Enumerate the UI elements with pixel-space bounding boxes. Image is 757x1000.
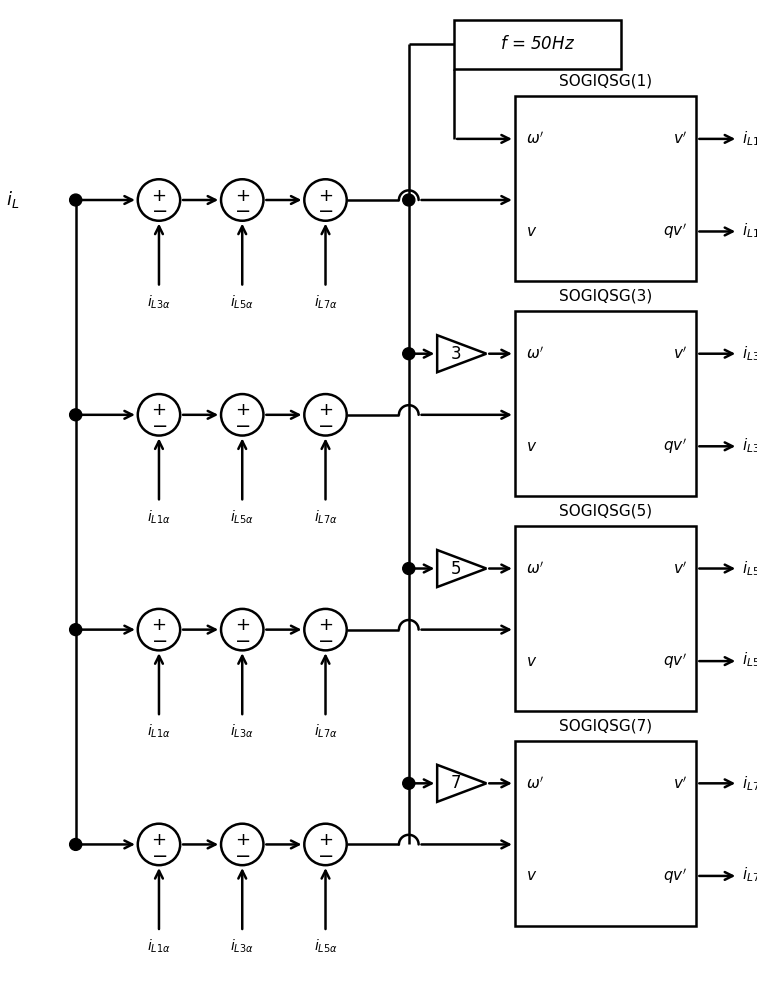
Text: $i_{L7\alpha}$: $i_{L7\alpha}$ <box>313 508 338 526</box>
Text: $i_{L1\alpha}$: $i_{L1\alpha}$ <box>147 938 171 955</box>
Text: $i_{L1\alpha}$: $i_{L1\alpha}$ <box>147 723 171 740</box>
Text: $i_{L5\alpha}$: $i_{L5\alpha}$ <box>313 938 338 955</box>
Text: $\omega'$: $\omega'$ <box>526 775 544 792</box>
Text: $-$: $-$ <box>234 200 251 219</box>
Text: +: + <box>151 831 167 849</box>
Text: $v$: $v$ <box>526 224 537 239</box>
Text: $-$: $-$ <box>317 200 334 219</box>
Text: $-$: $-$ <box>317 845 334 864</box>
Text: $v'$: $v'$ <box>673 131 687 147</box>
Circle shape <box>403 777 415 789</box>
Circle shape <box>70 839 82 850</box>
Bar <box>515 311 696 496</box>
Text: $i_{L1\beta}$: $i_{L1\beta}$ <box>742 221 757 242</box>
Circle shape <box>403 194 415 206</box>
Text: $i_{L3\alpha}$: $i_{L3\alpha}$ <box>230 938 254 955</box>
Text: +: + <box>318 831 333 849</box>
Text: $\omega'$: $\omega'$ <box>526 131 544 147</box>
Text: $-$: $-$ <box>151 630 167 649</box>
Text: $i_{L1\alpha}$: $i_{L1\alpha}$ <box>742 130 757 148</box>
Text: $i_{L3\beta}$: $i_{L3\beta}$ <box>742 436 757 457</box>
Text: $v$: $v$ <box>526 868 537 883</box>
Text: $qv'$: $qv'$ <box>663 651 687 671</box>
Text: $i_{L7\alpha}$: $i_{L7\alpha}$ <box>313 723 338 740</box>
Text: +: + <box>235 831 250 849</box>
Bar <box>515 526 696 711</box>
Text: +: + <box>235 401 250 419</box>
Text: $\omega'$: $\omega'$ <box>526 560 544 577</box>
Text: $-$: $-$ <box>151 200 167 219</box>
Text: +: + <box>318 401 333 419</box>
Text: $v$: $v$ <box>526 439 537 454</box>
Text: $-$: $-$ <box>151 415 167 434</box>
Bar <box>515 96 696 281</box>
Text: $i_{L5\alpha}$: $i_{L5\alpha}$ <box>230 293 254 311</box>
Text: $v$: $v$ <box>526 654 537 669</box>
Circle shape <box>70 409 82 421</box>
Text: $qv'$: $qv'$ <box>663 436 687 456</box>
Text: $-$: $-$ <box>234 630 251 649</box>
Text: $i_{L3\alpha}$: $i_{L3\alpha}$ <box>230 723 254 740</box>
Circle shape <box>403 563 415 574</box>
Text: +: + <box>318 187 333 205</box>
Text: $i_{L7\alpha}$: $i_{L7\alpha}$ <box>742 774 757 793</box>
Text: $\omega'$: $\omega'$ <box>526 345 544 362</box>
Text: $i_{L5\alpha}$: $i_{L5\alpha}$ <box>742 559 757 578</box>
Circle shape <box>70 624 82 636</box>
Text: $i_{L5\alpha}$: $i_{L5\alpha}$ <box>230 508 254 526</box>
Text: SOGIQSG(3): SOGIQSG(3) <box>559 289 653 304</box>
Text: $i_L$: $i_L$ <box>5 189 19 210</box>
Bar <box>454 20 621 69</box>
Text: $v'$: $v'$ <box>673 345 687 362</box>
Text: $-$: $-$ <box>234 415 251 434</box>
Text: $f$ = 50Hz: $f$ = 50Hz <box>500 35 575 53</box>
Text: $qv'$: $qv'$ <box>663 222 687 241</box>
Text: $i_{L5\beta}$: $i_{L5\beta}$ <box>742 651 757 671</box>
Text: +: + <box>235 187 250 205</box>
Text: +: + <box>318 616 333 634</box>
Text: +: + <box>151 401 167 419</box>
Text: 7: 7 <box>450 774 461 792</box>
Bar <box>515 741 696 926</box>
Text: $i_{L1\alpha}$: $i_{L1\alpha}$ <box>147 508 171 526</box>
Text: $-$: $-$ <box>317 415 334 434</box>
Text: $i_{L7\beta}$: $i_{L7\beta}$ <box>742 866 757 886</box>
Text: +: + <box>151 616 167 634</box>
Text: $v'$: $v'$ <box>673 775 687 792</box>
Text: SOGIQSG(7): SOGIQSG(7) <box>559 718 653 733</box>
Text: SOGIQSG(5): SOGIQSG(5) <box>559 504 653 519</box>
Text: $v'$: $v'$ <box>673 560 687 577</box>
Text: +: + <box>235 616 250 634</box>
Text: $i_{L7\alpha}$: $i_{L7\alpha}$ <box>313 293 338 311</box>
Text: +: + <box>151 187 167 205</box>
Text: $-$: $-$ <box>234 845 251 864</box>
Text: $i_{L3\alpha}$: $i_{L3\alpha}$ <box>147 293 171 311</box>
Circle shape <box>70 194 82 206</box>
Text: $-$: $-$ <box>151 845 167 864</box>
Text: 5: 5 <box>450 560 461 578</box>
Text: $-$: $-$ <box>317 630 334 649</box>
Circle shape <box>403 348 415 360</box>
Text: $i_{L3\alpha}$: $i_{L3\alpha}$ <box>742 344 757 363</box>
Text: SOGIQSG(1): SOGIQSG(1) <box>559 74 653 89</box>
Text: $qv'$: $qv'$ <box>663 866 687 886</box>
Text: 3: 3 <box>450 345 461 363</box>
